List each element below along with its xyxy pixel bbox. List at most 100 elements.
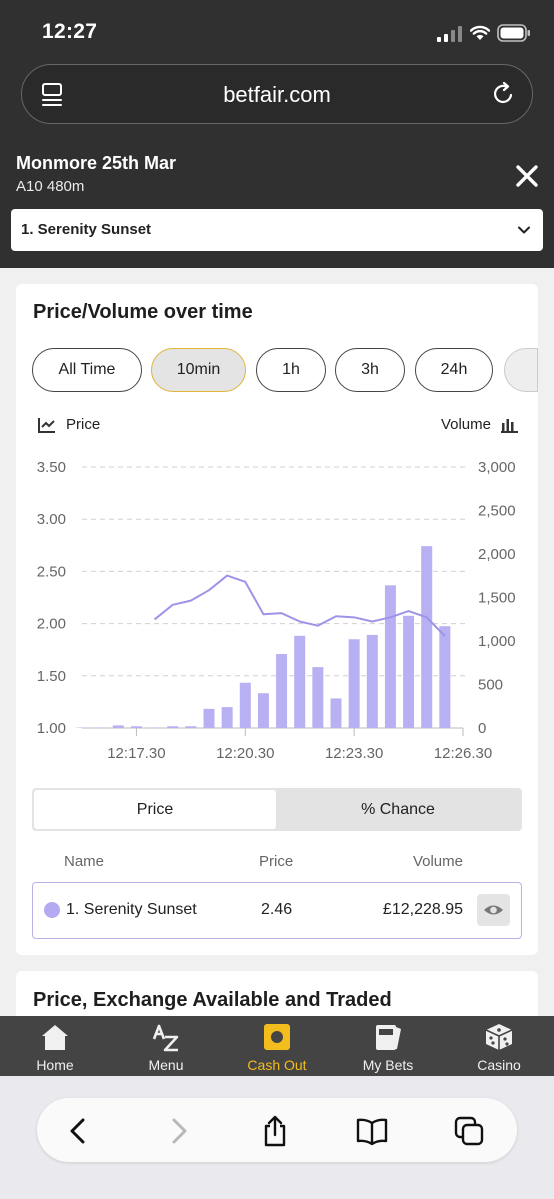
x-tick-label: 12:20.30 [216,745,274,762]
x-tick-label: 12:26.30 [434,745,492,762]
my-bets-icon [376,1025,401,1050]
toolbar-pill [37,1098,517,1162]
runner-volume: £12,228.95 [382,901,463,918]
runner-price: 2.46 [261,901,293,918]
volume-bar [294,635,306,728]
volume-bar [403,615,415,728]
runner-name: 1. Serenity Sunset [66,901,197,918]
nav-home-label: Home [36,1057,74,1073]
volume-bar [439,626,451,728]
x-tick-label: 12:17.30 [107,745,165,762]
toggle-percent-chance[interactable]: % Chance [361,801,435,818]
legend-price-label: Price [66,416,101,433]
price-line [153,574,446,637]
az-menu-icon [152,1024,179,1052]
y-right-tick-label: 1,500 [478,590,516,607]
range-all-time-button[interactable]: All Time [32,348,142,392]
nav-my-bets-label: My Bets [362,1057,414,1073]
y-right-tick-label: 500 [478,677,503,694]
home-icon [42,1025,68,1050]
battery-icon [497,24,530,42]
range-3h-button[interactable]: 3h [335,348,405,392]
close-icon[interactable] [514,163,540,189]
nav-home[interactable]: Home [0,1016,110,1076]
chevron-down-icon [518,226,530,234]
toggle-visibility-button[interactable] [477,894,510,926]
volume-bar [366,634,378,728]
price-volume-chart: 1.00 1.50 2.00 2.50 3.00 3.50 0 500 1,000 1,500 2,… [37,459,516,762]
price-volume-card: Price/Volume over time All Time 10min 1h… [16,284,538,955]
race-subtitle: A10 480m [16,178,85,195]
tabs-overview-icon[interactable] [453,1115,485,1147]
range-24h-button[interactable]: 24h [415,348,493,392]
y-right-tick-label: 2,000 [478,546,516,563]
y-right-tick-label: 2,500 [478,503,516,520]
y-left-tick-label: 3.50 [37,459,66,476]
browser-toolbar [0,1076,554,1199]
bar-chart-icon [501,418,518,433]
volume-bar [130,726,142,728]
runner-row[interactable]: 1. Serenity Sunset 2.46 £12,228.95 [32,882,522,939]
eye-icon [484,905,503,915]
back-icon[interactable] [63,1115,95,1147]
cellular-signal-icon [437,26,462,42]
address-bar[interactable]: betfair.com [21,64,533,124]
dice-icon [485,1024,513,1050]
range-more-button[interactable] [504,348,538,392]
y-right-tick-label: 1,000 [478,633,516,650]
nav-menu-label: Menu [148,1057,184,1073]
page-menu-icon[interactable] [40,81,64,107]
status-bar: 12:27 [0,0,554,64]
x-tick-label: 12:23.30 [325,745,383,762]
line-chart-icon [38,417,55,433]
forward-icon[interactable] [162,1115,194,1147]
wifi-icon [470,25,490,40]
nav-casino[interactable]: Casino [444,1016,554,1076]
y-right-tick-label: 3,000 [478,459,516,476]
column-header-price: Price [259,853,294,870]
race-title: Monmore 25th Mar [16,153,177,173]
volume-bar [112,725,124,728]
y-right-tick-label: 0 [478,720,486,737]
nav-menu[interactable]: Menu [111,1016,221,1076]
runner-dropdown-value: 1. Serenity Sunset [21,221,152,238]
nav-my-bets[interactable]: My Bets [333,1016,443,1076]
y-left-tick-label: 1.50 [37,668,66,685]
nav-cash-out[interactable]: Cash Out [222,1016,332,1076]
volume-bar [203,708,215,728]
volume-bar [257,693,269,728]
volume-bar [384,585,396,728]
volume-bar [312,667,324,728]
race-header: Monmore 25th Mar A10 480m 1. Serenity Su… [0,137,554,268]
volume-bar [167,726,179,728]
card-title: Price/Volume over time [33,301,253,323]
y-left-tick-label: 2.50 [37,563,66,580]
column-header-name: Name [64,853,105,870]
legend-price: Price [38,416,100,433]
runner-dropdown[interactable]: 1. Serenity Sunset [11,209,543,251]
bottom-nav: Home Menu Cash Out My Bets [0,1016,554,1076]
reload-icon[interactable] [492,81,516,107]
y-left-tick-label: 1.00 [37,720,66,737]
y-left-tick-label: 3.00 [37,511,66,528]
volume-bar [239,682,251,728]
range-1h-button[interactable]: 1h [256,348,326,392]
legend-volume-label: Volume [440,416,491,433]
share-icon[interactable] [259,1115,291,1147]
volume-bar [221,707,233,728]
volume-bar [330,698,342,728]
toggle-price[interactable]: Price [34,790,276,829]
card2-title: Price, Exchange Available and Traded [33,989,392,1011]
nav-cash-out-label: Cash Out [247,1057,307,1073]
range-10min-button[interactable]: 10min [151,348,246,392]
browser-address-area: betfair.com [0,64,554,137]
legend-volume: Volume [441,416,518,433]
column-header-volume: Volume [412,853,463,870]
cash-out-icon [264,1024,290,1050]
status-time: 12:27 [42,20,98,43]
bookmarks-icon[interactable] [356,1115,388,1147]
volume-bar [348,639,360,728]
chart-mode-toggle: Price % Chance [32,788,522,831]
url-text: betfair.com [223,82,331,107]
volume-bar [185,726,197,728]
